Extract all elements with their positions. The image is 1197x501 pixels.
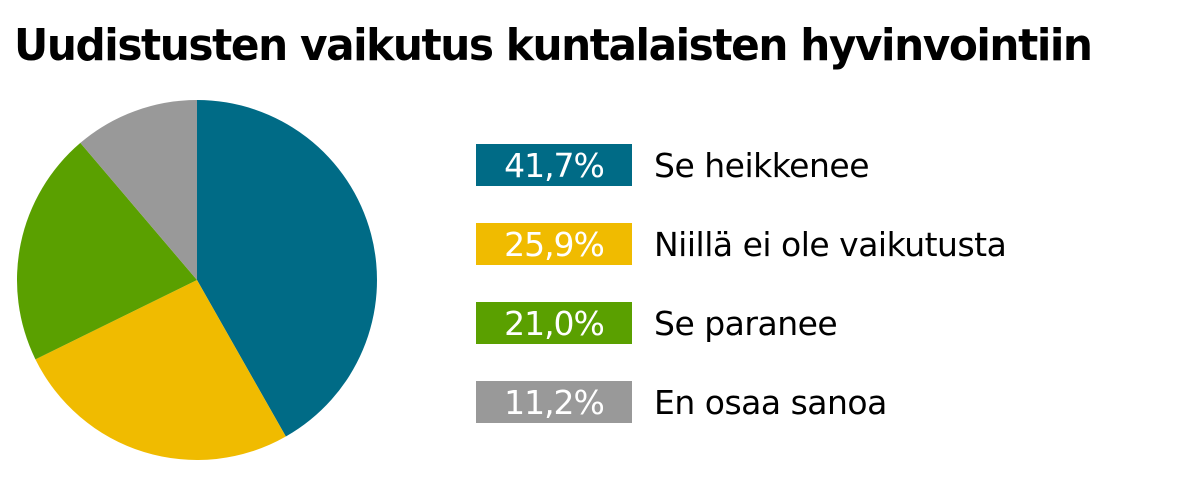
legend-value-badge: 25,9%	[476, 223, 632, 265]
legend-label: En osaa sanoa	[654, 382, 887, 422]
legend-value-badge: 11,2%	[476, 381, 632, 423]
pie-slice	[197, 100, 377, 437]
legend-label: Se paranee	[654, 303, 838, 343]
legend-value-badge: 21,0%	[476, 302, 632, 344]
legend-label: Se heikkenee	[654, 145, 870, 185]
chart-title: Uudistusten vaikutus kuntalaisten hyvinv…	[14, 20, 1093, 71]
pie-slice	[80, 100, 197, 280]
legend-item: 11,2% En osaa sanoa	[476, 381, 1006, 423]
legend-label: Niillä ei ole vaikutusta	[654, 224, 1007, 264]
legend-item: 41,7% Se heikkenee	[476, 144, 1006, 186]
pie-slice	[16, 142, 198, 360]
legend-value-badge: 41,7%	[476, 144, 632, 186]
legend-item: 21,0% Se paranee	[476, 302, 1006, 344]
legend-item: 25,9% Niillä ei ole vaikutusta	[476, 223, 1007, 265]
pie-slice	[35, 280, 286, 460]
legend: 41,7% Se heikkenee 25,9% Niillä ei ole v…	[476, 144, 1007, 460]
